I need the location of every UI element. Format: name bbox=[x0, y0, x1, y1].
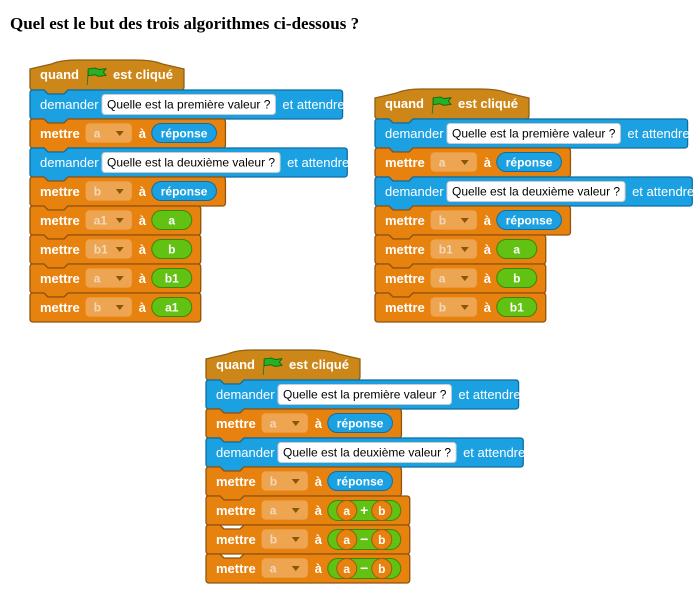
svg-text:et attendre: et attendre bbox=[627, 126, 689, 141]
svg-text:b: b bbox=[513, 271, 520, 285]
svg-text:réponse: réponse bbox=[337, 416, 384, 430]
svg-text:a: a bbox=[270, 562, 277, 576]
svg-text:mettre: mettre bbox=[40, 300, 80, 315]
svg-text:b1: b1 bbox=[439, 243, 453, 257]
svg-text:mettre: mettre bbox=[216, 474, 256, 489]
svg-text:demander: demander bbox=[385, 126, 444, 141]
svg-text:Quelle est la deuxième valeur: Quelle est la deuxième valeur ? bbox=[107, 156, 275, 170]
svg-text:à: à bbox=[315, 532, 323, 547]
svg-text:à: à bbox=[484, 300, 492, 315]
svg-text:a1: a1 bbox=[165, 300, 179, 314]
svg-text:réponse: réponse bbox=[161, 184, 208, 198]
svg-text:mettre: mettre bbox=[385, 271, 425, 286]
svg-text:b: b bbox=[168, 242, 175, 256]
svg-text:b: b bbox=[439, 214, 446, 228]
svg-text:et attendre: et attendre bbox=[287, 155, 349, 170]
svg-text:a: a bbox=[94, 272, 101, 286]
svg-text:b: b bbox=[439, 301, 446, 315]
svg-text:Quelle est la deuxième valeur: Quelle est la deuxième valeur ? bbox=[452, 185, 620, 199]
svg-text:à: à bbox=[315, 416, 323, 431]
svg-text:à: à bbox=[139, 300, 147, 315]
svg-text:b: b bbox=[94, 185, 101, 199]
svg-text:Quelle est la première valeur: Quelle est la première valeur ? bbox=[107, 98, 271, 112]
svg-text:a: a bbox=[270, 417, 277, 431]
svg-text:à: à bbox=[484, 242, 492, 257]
svg-text:mettre: mettre bbox=[216, 532, 256, 547]
svg-text:a: a bbox=[343, 504, 350, 518]
svg-text:a1: a1 bbox=[94, 214, 108, 228]
svg-text:Quelle est la première valeur: Quelle est la première valeur ? bbox=[283, 388, 447, 402]
svg-text:b1: b1 bbox=[165, 271, 179, 285]
svg-text:à: à bbox=[139, 184, 147, 199]
svg-text:est cliqué: est cliqué bbox=[289, 357, 349, 372]
svg-text:quand: quand bbox=[216, 357, 255, 372]
svg-text:a: a bbox=[94, 127, 101, 141]
svg-text:b1: b1 bbox=[94, 243, 108, 257]
svg-text:à: à bbox=[484, 155, 492, 170]
svg-text:demander: demander bbox=[40, 155, 99, 170]
svg-text:−: − bbox=[360, 560, 368, 576]
svg-text:mettre: mettre bbox=[216, 416, 256, 431]
svg-text:et attendre: et attendre bbox=[463, 445, 525, 460]
svg-text:à: à bbox=[139, 242, 147, 257]
svg-text:+: + bbox=[360, 502, 368, 518]
svg-text:demander: demander bbox=[40, 97, 99, 112]
svg-text:mettre: mettre bbox=[385, 155, 425, 170]
svg-text:a: a bbox=[168, 213, 175, 227]
svg-text:réponse: réponse bbox=[337, 474, 384, 488]
svg-text:à: à bbox=[315, 561, 323, 576]
svg-text:mettre: mettre bbox=[40, 213, 80, 228]
svg-text:mettre: mettre bbox=[216, 561, 256, 576]
svg-text:et attendre: et attendre bbox=[282, 97, 344, 112]
svg-text:mettre: mettre bbox=[40, 126, 80, 141]
svg-text:est cliqué: est cliqué bbox=[113, 67, 173, 82]
svg-text:et attendre: et attendre bbox=[458, 387, 520, 402]
svg-text:a: a bbox=[343, 533, 350, 547]
svg-text:réponse: réponse bbox=[506, 213, 553, 227]
svg-text:b1: b1 bbox=[510, 300, 524, 314]
svg-text:b: b bbox=[378, 533, 385, 547]
svg-text:à: à bbox=[484, 213, 492, 228]
svg-text:à: à bbox=[315, 474, 323, 489]
svg-text:mettre: mettre bbox=[385, 300, 425, 315]
svg-text:a: a bbox=[343, 562, 350, 576]
svg-text:b: b bbox=[94, 301, 101, 315]
svg-text:mettre: mettre bbox=[385, 213, 425, 228]
svg-text:demander: demander bbox=[216, 387, 275, 402]
svg-text:est cliqué: est cliqué bbox=[458, 96, 518, 111]
svg-text:mettre: mettre bbox=[216, 503, 256, 518]
svg-text:à: à bbox=[315, 503, 323, 518]
svg-text:a: a bbox=[439, 272, 446, 286]
svg-text:Quelle est la deuxième valeur: Quelle est la deuxième valeur ? bbox=[283, 446, 451, 460]
svg-text:mettre: mettre bbox=[40, 184, 80, 199]
svg-text:quand: quand bbox=[385, 96, 424, 111]
svg-text:à: à bbox=[139, 126, 147, 141]
svg-text:−: − bbox=[360, 531, 368, 547]
svg-text:a: a bbox=[513, 242, 520, 256]
svg-text:à: à bbox=[139, 271, 147, 286]
svg-text:a: a bbox=[270, 504, 277, 518]
svg-text:réponse: réponse bbox=[161, 126, 208, 140]
svg-text:demander: demander bbox=[216, 445, 275, 460]
svg-text:a: a bbox=[439, 156, 446, 170]
svg-text:réponse: réponse bbox=[506, 155, 553, 169]
svg-text:b: b bbox=[378, 504, 385, 518]
svg-text:mettre: mettre bbox=[40, 242, 80, 257]
svg-text:à: à bbox=[484, 271, 492, 286]
svg-text:demander: demander bbox=[385, 184, 444, 199]
svg-text:et attendre: et attendre bbox=[632, 184, 694, 199]
svg-text:mettre: mettre bbox=[40, 271, 80, 286]
svg-text:à: à bbox=[139, 213, 147, 228]
svg-text:b: b bbox=[270, 475, 277, 489]
svg-text:Quelle est la première valeur: Quelle est la première valeur ? bbox=[452, 127, 616, 141]
svg-text:mettre: mettre bbox=[385, 242, 425, 257]
svg-text:b: b bbox=[378, 562, 385, 576]
svg-text:quand: quand bbox=[40, 67, 79, 82]
svg-text:b: b bbox=[270, 533, 277, 547]
